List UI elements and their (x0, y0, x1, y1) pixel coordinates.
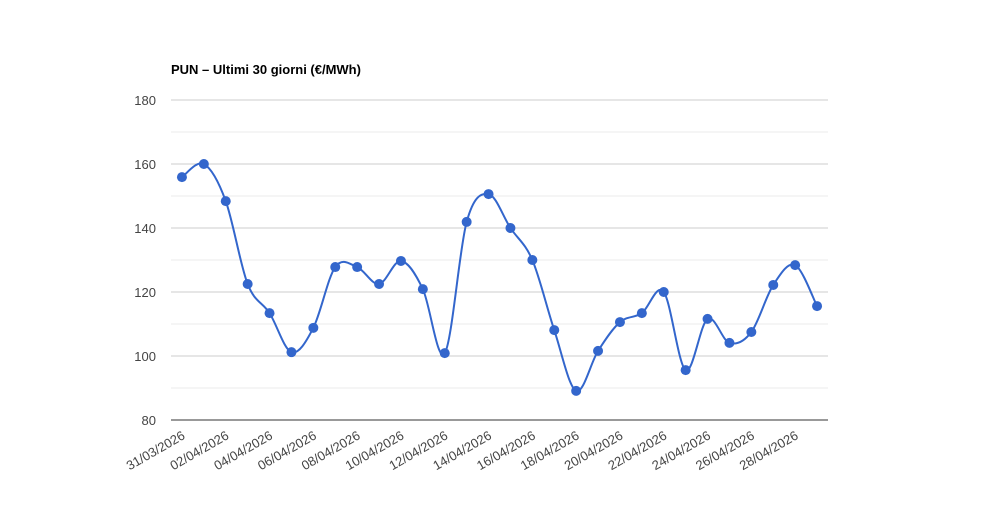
point (614, 317, 625, 328)
point (768, 279, 779, 290)
point (352, 262, 363, 273)
y-tick-label: 180 (134, 93, 156, 108)
point (483, 189, 494, 200)
point (461, 216, 472, 227)
line (181, 162, 818, 392)
point (264, 308, 275, 319)
point (549, 325, 560, 336)
point (702, 313, 713, 324)
point (242, 279, 253, 289)
point (176, 172, 187, 183)
point (812, 301, 823, 312)
point (330, 262, 341, 273)
point (308, 322, 319, 333)
point (286, 347, 297, 358)
y-tick-label: 160 (134, 157, 156, 172)
point (527, 255, 538, 265)
y-tick-label: 120 (134, 285, 156, 300)
point (680, 365, 691, 376)
point (439, 348, 450, 359)
chart-title: PUN – Ultimi 30 giorni (€/MWh) (171, 62, 361, 77)
point (636, 308, 647, 319)
point (395, 255, 406, 266)
point (220, 196, 231, 207)
point (658, 287, 669, 297)
point (417, 284, 428, 295)
point (746, 327, 757, 337)
point (790, 260, 801, 271)
y-tick-label: 100 (134, 349, 156, 364)
point (374, 279, 385, 289)
point (505, 223, 516, 233)
y-tick-label: 80 (142, 413, 156, 428)
point (571, 385, 582, 396)
point (724, 337, 735, 348)
point (198, 159, 209, 169)
y-tick-label: 140 (134, 221, 156, 236)
point (593, 345, 604, 356)
